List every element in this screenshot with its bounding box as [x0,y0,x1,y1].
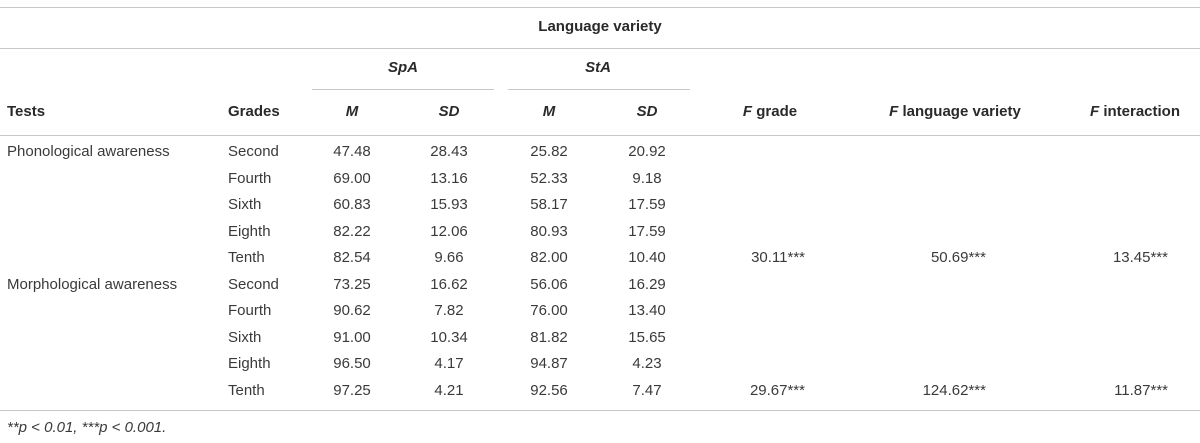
cell-value: 82.00 [530,249,568,266]
stat-symbol: F [742,103,753,120]
rule [312,89,494,90]
cell-value: 4.21 [434,381,464,399]
cell-value: 4.17 [434,355,464,372]
grade: Eighth [228,222,271,240]
cell-value: 17.59 [628,196,666,213]
cell-value: 52.33 [530,169,568,187]
subheader: SD [438,103,460,120]
cell-value: 13.40 [628,302,666,319]
footnote: **p < 0.01, ***p < 0.001. [7,419,167,436]
grade: Eighth [228,355,271,372]
cell-value: 7.82 [434,302,464,319]
cell-value: 9.66 [434,249,464,266]
cell-value: 97.25 [333,381,371,399]
stat-symbol: F [1089,103,1100,120]
cell-value: 76.00 [530,302,568,319]
cell-value: 4.23 [632,355,662,372]
grade: Sixth [228,196,262,213]
cell-value: 91.00 [333,328,371,346]
group-header: StA [585,59,611,76]
cell-value: 16.62 [430,275,468,293]
cell-value: 94.87 [530,355,568,372]
cell-value: 81.82 [530,328,568,346]
cell-value: 28.43 [430,143,468,160]
f-value: 30.11*** [751,249,805,266]
cell-value: 9.18 [632,169,662,187]
grade: Second [228,275,279,293]
cell-value: 10.34 [430,328,468,346]
stat-symbol: F [889,103,899,120]
stat-label: language variety [898,103,1021,120]
stat-label: grade [752,103,798,120]
test-name: Phonological awareness [7,143,170,160]
cell-value: 58.17 [530,196,568,213]
cell-value: 20.92 [628,143,666,160]
stat-label: interaction [1099,103,1181,120]
cell-value: 15.65 [628,328,666,346]
cell-value: 90.62 [333,302,371,319]
spanner-header: Language variety [538,18,662,35]
cell-value: 60.83 [333,196,371,213]
grade: Second [228,143,279,160]
subheader: SD [636,103,658,120]
group-header: SpA [388,59,418,76]
f-value: 124.62*** [922,381,986,399]
cell-value: 82.22 [333,222,371,240]
rule [0,7,1200,8]
cell-value: 73.25 [333,275,371,293]
f-value: 11.87*** [1114,381,1168,399]
grade: Fourth [228,302,272,319]
grade: Sixth [228,328,262,346]
cell-value: 56.06 [530,275,568,293]
cell-value: 96.50 [333,355,371,372]
cell-value: 13.16 [430,169,468,187]
f-value: 29.67*** [749,381,805,399]
cell-value: 15.93 [430,196,468,213]
column-header: F interaction [1090,103,1180,121]
f-value: 13.45*** [1112,249,1168,266]
rule [508,89,690,90]
rule [0,48,1200,49]
cell-value: 92.56 [530,381,568,399]
subheader: M [345,103,359,120]
cell-value: 7.47 [632,381,662,399]
cell-value: 25.82 [530,143,568,160]
subheader: M [542,103,556,120]
grade: Fourth [228,169,272,187]
rule [0,135,1200,136]
column-header: F grade [743,103,797,121]
cell-value: 10.40 [628,249,666,266]
f-value: 50.69*** [930,249,986,266]
cell-value: 12.06 [430,222,468,240]
cell-value: 17.59 [628,222,666,240]
test-name: Morphological awareness [7,275,178,293]
cell-value: 69.00 [333,169,371,187]
grade: Tenth [228,249,265,266]
cell-value: 16.29 [628,275,666,293]
column-header: F language variety [889,103,1021,121]
cell-value: 80.93 [530,222,568,240]
column-header: Grades [228,103,280,120]
cell-value: 47.48 [333,143,371,160]
cell-value: 82.54 [333,249,371,266]
column-header: Tests [7,103,46,120]
rule [0,410,1200,411]
grade: Tenth [228,381,265,399]
